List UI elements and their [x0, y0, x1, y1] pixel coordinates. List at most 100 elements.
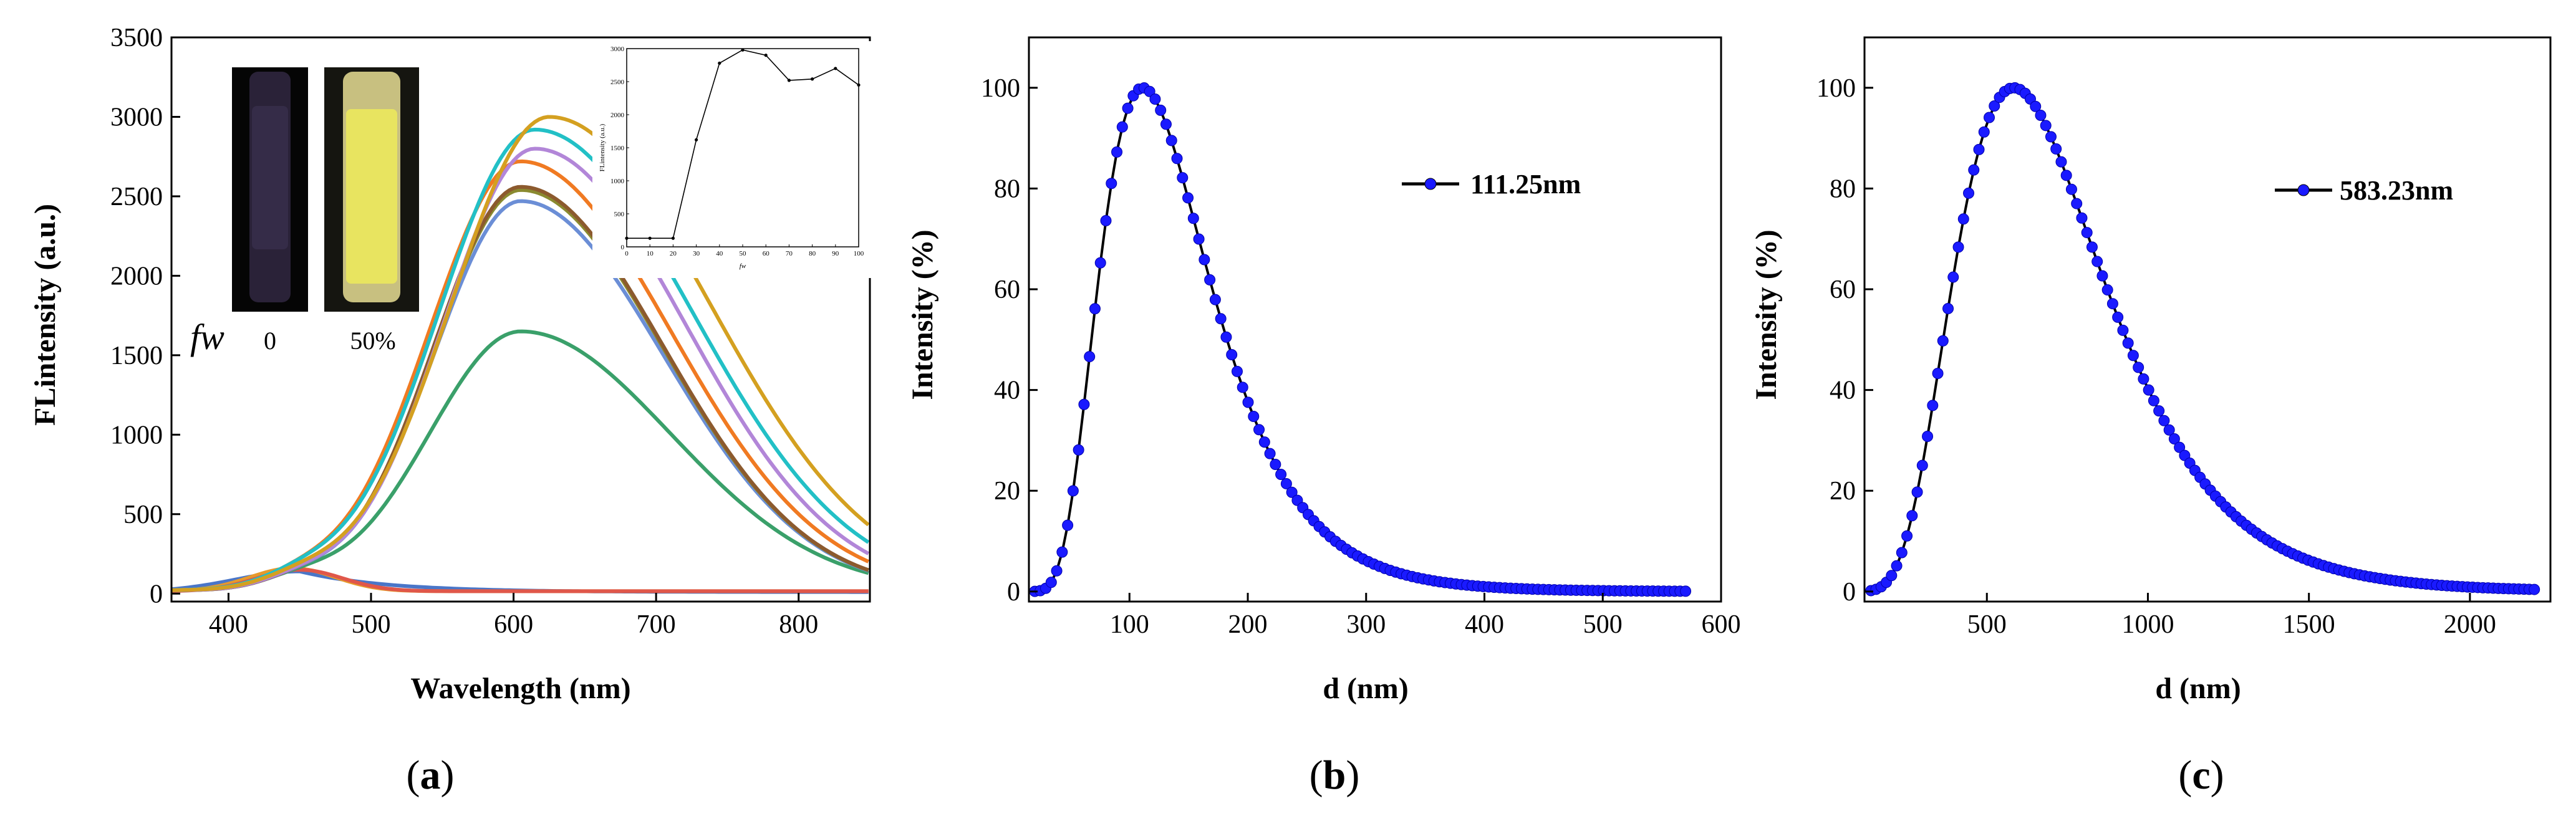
panel-b-point	[1248, 411, 1260, 423]
panel-b-point	[1116, 121, 1128, 133]
panel-b-point	[1089, 303, 1101, 315]
panel-c-point	[1947, 271, 1959, 283]
vial-right-liquid	[346, 109, 397, 284]
panel-b-plot	[1029, 82, 1692, 597]
panel-b-point	[1242, 396, 1254, 408]
panel-c-point	[2179, 449, 2191, 461]
panel-c-point	[2060, 170, 2072, 181]
photo-label-left: 0	[264, 327, 276, 355]
panel-c-point	[1932, 367, 1944, 379]
panel-b-point	[1215, 313, 1227, 325]
inset-xtick-label: 20	[670, 250, 677, 257]
inset-chart: 0 10 20 30 40 50 60 70 80 90 100050010001500200025…	[592, 41, 873, 278]
inset-xtick-label: 50	[740, 250, 747, 257]
panel-c-point	[2096, 270, 2108, 282]
panel-c-point	[2174, 441, 2186, 453]
panel-b-point	[1073, 444, 1084, 456]
panel-c: 500 1000 1500 2000 0 20 40 60 80 100 d (nm) Inten…	[1750, 36, 2552, 798]
panel-c-point	[2045, 131, 2057, 143]
inset-point	[764, 54, 768, 57]
panel-c-xtick-label: 500	[1967, 610, 2007, 639]
panel-label-b: (b)	[1310, 752, 1360, 798]
panel-b-point	[1100, 214, 1112, 226]
panel-c-point	[1911, 486, 1923, 498]
inset-point	[741, 48, 745, 52]
panel-b-point	[1199, 254, 1210, 266]
panel-c-line	[1870, 86, 2535, 592]
panel-label-a: (a)	[407, 752, 455, 798]
panel-a-ytick-label: 1500	[110, 342, 163, 370]
panel-b: 100 200 300 400 500 600 0 20 40 60 80 100 d (nm) In…	[906, 36, 1741, 798]
panel-b-ytick-label: 20	[994, 477, 1020, 506]
inset-xtick-label: 30	[693, 250, 700, 257]
panel-letter-c: c	[2192, 752, 2210, 798]
panel-b-point	[1204, 274, 1216, 286]
panel-b-xtick-label: 400	[1465, 610, 1504, 639]
panel-b-axes: 100 200 300 400 500 600 0 20 40 60 80 100	[981, 36, 1741, 639]
panel-c-point	[2158, 415, 2170, 426]
panel-c-ytick-label: 60	[1830, 276, 1856, 304]
panel-c-ytick-label: 100	[1816, 74, 1856, 103]
panel-c-point	[1973, 143, 1985, 155]
panel-c-point	[1984, 112, 1995, 123]
panel-c-point	[2117, 324, 2129, 336]
inset-xtick-label: 60	[763, 250, 770, 257]
panel-b-point	[1045, 577, 1057, 588]
panel-b-point	[1187, 213, 1199, 224]
panel-c-point	[2081, 227, 2093, 239]
panel-c-point	[2091, 256, 2103, 267]
panel-b-xtick-label: 200	[1228, 610, 1268, 639]
panel-b-point	[1253, 424, 1265, 436]
panel-b-frame	[1028, 36, 1722, 603]
panel-b-xtick-label: 300	[1346, 610, 1386, 639]
panel-b-point	[1056, 546, 1068, 558]
panel-c-xtick-label: 1000	[2121, 610, 2174, 639]
panel-c-point	[2529, 583, 2540, 595]
inset-point	[695, 138, 698, 142]
panel-c-legend: 583.23nm	[2275, 175, 2453, 206]
panel-c-ytick-label: 20	[1830, 477, 1856, 506]
panel-b-point	[1209, 294, 1221, 305]
inset-ytick-label: 500	[614, 211, 625, 218]
panel-c-point	[1906, 510, 1918, 522]
panel-b-point	[1094, 257, 1106, 269]
panel-c-point	[1957, 213, 1969, 225]
photo-label-right: 50%	[350, 327, 395, 355]
panel-b-point	[1237, 382, 1248, 393]
panel-b-point	[1084, 351, 1096, 363]
panel-b-point	[1226, 348, 1238, 360]
panel-c-point	[2153, 405, 2165, 417]
panel-a-ytick-label: 2500	[110, 183, 163, 211]
panel-a-ytick-label: 3000	[110, 103, 163, 132]
panel-b-point	[1264, 448, 1276, 459]
panel-b-point	[1270, 458, 1281, 470]
spectrum-line-series-green	[171, 329, 869, 592]
panel-c-point	[2030, 100, 2042, 112]
panel-c-xtick-label: 2000	[2444, 610, 2496, 639]
panel-c-point	[1901, 530, 1913, 542]
panel-c-point	[1968, 164, 1980, 176]
panel-c-point	[2133, 362, 2144, 373]
panel-c-point	[2127, 350, 2139, 362]
panel-b-xtick-label: 600	[1702, 610, 1741, 639]
panel-b-ytick-label: 60	[994, 276, 1020, 304]
vial-photos: fw 0 50%	[190, 67, 419, 357]
panel-a-xtick-label: 500	[352, 610, 391, 639]
panel-c-point	[2055, 156, 2067, 168]
panel-c-frame	[1863, 36, 2552, 603]
vial-left-liquid	[252, 106, 288, 249]
panel-b-point	[1182, 192, 1194, 204]
panel-b-point	[1067, 485, 1079, 497]
panel-b-xtick-label: 500	[1583, 610, 1623, 639]
panel-a-xtick-label: 400	[209, 610, 248, 639]
inset-xtick-label: 70	[786, 250, 793, 257]
panel-c-point	[2138, 373, 2149, 385]
panel-a-xtick-label: 600	[494, 610, 533, 639]
legend-label-c: 583.23nm	[2340, 175, 2453, 206]
panel-b-ylabel: Intensity (%)	[906, 229, 939, 400]
inset-point	[648, 236, 652, 240]
panel-b-point	[1275, 469, 1287, 481]
panel-b-ytick-label: 0	[1007, 578, 1020, 607]
inset-point	[718, 61, 721, 65]
spectrum-line-series-gold	[171, 115, 870, 592]
